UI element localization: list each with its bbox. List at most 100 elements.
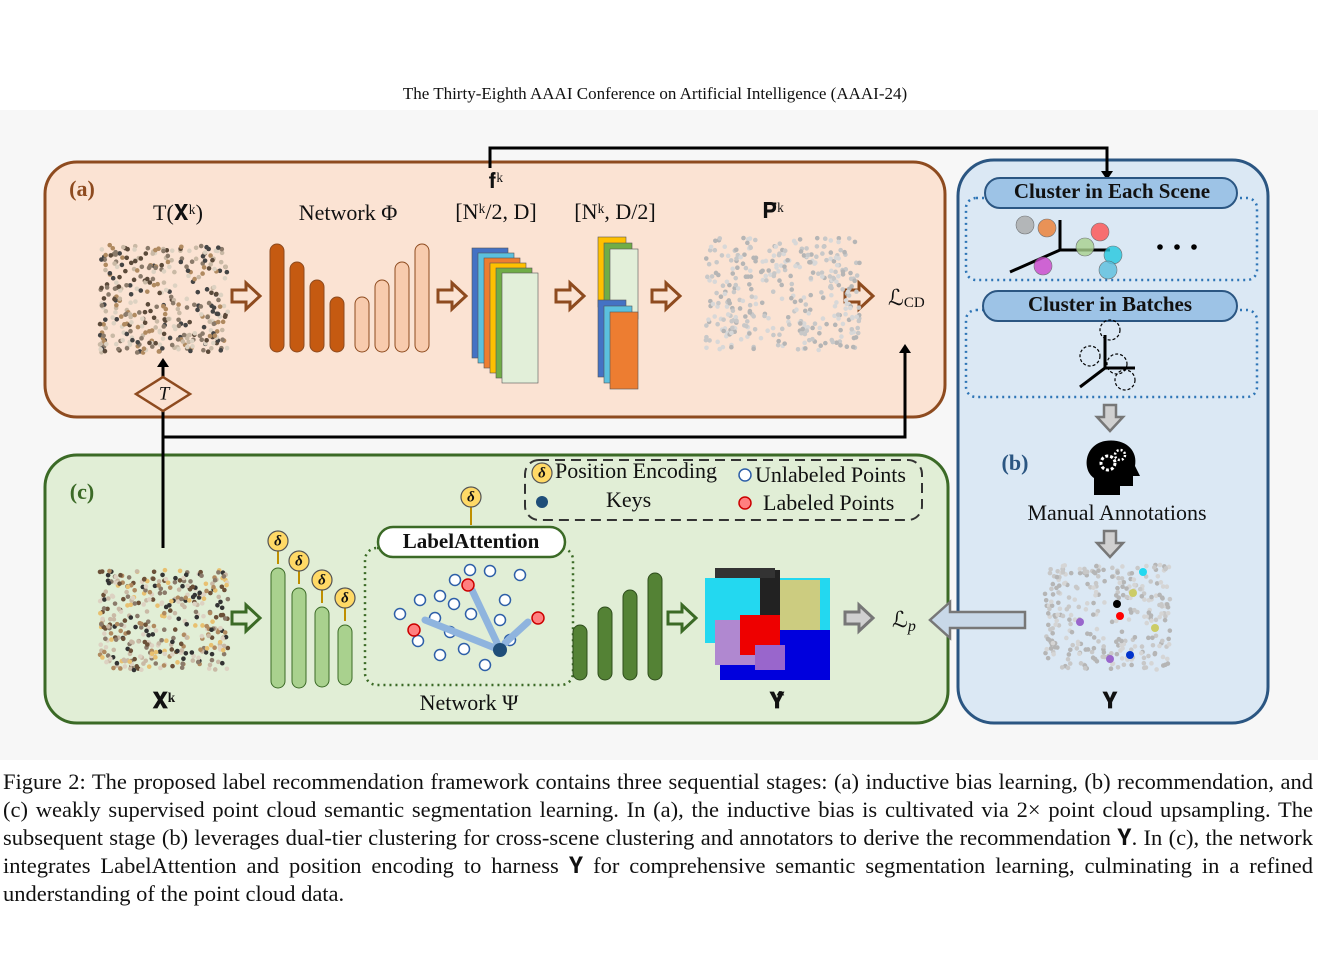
point <box>199 312 204 317</box>
point <box>1085 631 1090 636</box>
point <box>776 252 782 258</box>
point <box>753 295 758 300</box>
point <box>210 619 215 624</box>
point <box>163 306 169 312</box>
point <box>819 274 825 279</box>
point <box>1154 581 1160 586</box>
point <box>110 245 116 251</box>
point <box>113 574 119 580</box>
point <box>1075 641 1081 647</box>
point <box>1050 626 1055 631</box>
point <box>842 249 847 255</box>
point <box>169 248 175 253</box>
point <box>167 289 172 294</box>
point <box>217 304 223 309</box>
point <box>117 251 122 256</box>
point <box>857 260 862 266</box>
point <box>117 274 122 280</box>
point <box>218 292 224 298</box>
point <box>777 241 783 246</box>
point <box>707 338 712 343</box>
point <box>1159 611 1164 616</box>
point <box>111 613 117 618</box>
point <box>159 600 165 605</box>
point <box>704 323 709 328</box>
point <box>840 321 846 327</box>
point <box>124 255 130 261</box>
point <box>1132 582 1137 588</box>
point <box>193 623 198 628</box>
point <box>1142 614 1147 619</box>
labeled-point <box>461 578 475 592</box>
layer-bar <box>622 589 638 681</box>
point <box>738 337 744 342</box>
point <box>128 666 133 671</box>
dotted-box <box>964 196 1259 282</box>
point <box>169 257 174 263</box>
point <box>852 278 857 284</box>
attention-label: LabelAttention <box>403 529 540 553</box>
point <box>770 289 776 294</box>
point <box>773 244 779 249</box>
point <box>182 604 187 610</box>
unlabeled-point <box>411 634 425 648</box>
point <box>176 302 181 307</box>
point <box>152 583 158 589</box>
point <box>107 616 113 622</box>
point <box>126 630 131 635</box>
point <box>216 297 221 303</box>
point <box>143 584 149 589</box>
point <box>170 652 175 657</box>
unlabeled-point <box>513 568 527 582</box>
point <box>125 246 130 252</box>
point <box>820 295 826 301</box>
point <box>1138 650 1144 656</box>
point <box>195 307 200 313</box>
point <box>160 346 165 351</box>
point <box>846 293 852 298</box>
arrow <box>230 279 263 313</box>
point <box>146 632 151 638</box>
point <box>730 266 735 272</box>
point <box>171 324 177 329</box>
point <box>181 332 187 338</box>
point <box>192 331 198 336</box>
feature-map <box>609 311 639 390</box>
point <box>107 568 112 574</box>
point <box>187 248 192 254</box>
point <box>144 289 150 294</box>
point <box>205 314 210 320</box>
point <box>1049 599 1054 605</box>
point <box>747 331 752 336</box>
point <box>211 305 217 310</box>
point <box>185 344 190 350</box>
point <box>97 598 103 604</box>
point <box>137 310 142 315</box>
point <box>183 572 189 578</box>
point <box>160 572 165 578</box>
point <box>150 597 156 602</box>
point <box>838 247 843 253</box>
point <box>179 648 185 653</box>
point <box>153 661 159 666</box>
point <box>1060 613 1066 619</box>
point <box>146 664 152 669</box>
point <box>1121 662 1127 668</box>
point <box>1165 661 1171 666</box>
point <box>201 613 206 619</box>
point <box>189 259 195 264</box>
point <box>107 242 113 248</box>
point <box>144 628 149 634</box>
point <box>712 314 717 319</box>
point <box>789 287 795 292</box>
output-label: 𝐘̂ <box>769 688 785 713</box>
point <box>201 265 207 270</box>
unlabeled-point <box>413 593 427 607</box>
point <box>207 319 213 325</box>
point <box>760 259 766 264</box>
point <box>1119 656 1125 661</box>
point <box>145 619 151 624</box>
point <box>219 327 225 333</box>
point <box>730 271 736 276</box>
unlabeled-point <box>457 642 471 656</box>
